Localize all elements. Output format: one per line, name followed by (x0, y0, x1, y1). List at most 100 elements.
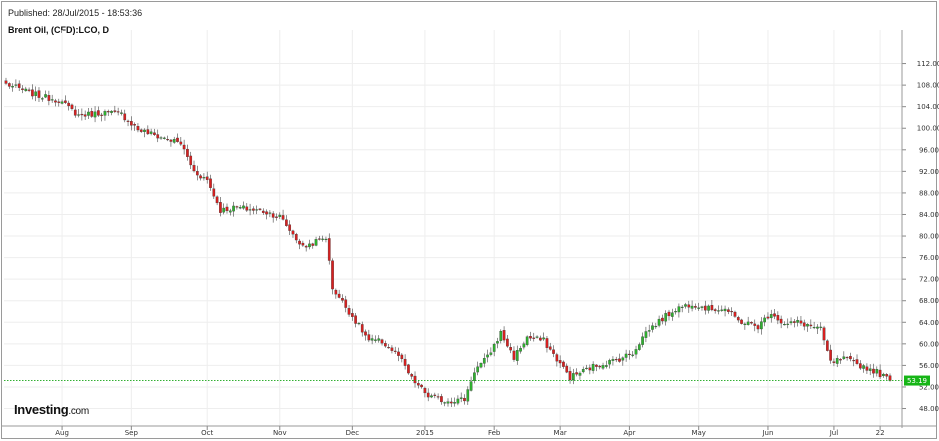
candle-down (809, 324, 813, 327)
investing-logo[interactable]: Investing.com (14, 402, 89, 417)
candle-down (575, 372, 578, 375)
candle-up (670, 312, 674, 317)
candle-up (631, 354, 635, 356)
candle-down (839, 359, 842, 361)
candle-down (565, 365, 569, 373)
candle-down (793, 321, 796, 323)
candle-up (459, 397, 463, 399)
candle-up (34, 91, 38, 96)
x-tick-label: Mar (554, 429, 567, 437)
published-timestamp: Published: 28/Jul/2015 - 18:53:36 (8, 8, 143, 18)
logo-domain: .com (68, 406, 89, 417)
candle-up (882, 373, 885, 377)
candle-down (730, 310, 734, 313)
candle-down (106, 111, 110, 113)
x-tick-label: Feb (488, 429, 501, 437)
candle-down (327, 238, 331, 261)
candle-down (57, 101, 61, 103)
candle-up (611, 359, 615, 361)
candle-up (476, 366, 480, 373)
candle-up (842, 356, 846, 359)
candle-up (44, 94, 47, 98)
candle-down (387, 347, 390, 349)
candle-down (380, 339, 384, 344)
candle-up (77, 114, 80, 116)
candle-up (202, 177, 206, 179)
candle-up (680, 306, 684, 308)
candle-up (707, 305, 710, 311)
candle-down (133, 124, 136, 126)
candle-up (677, 306, 681, 313)
candle-up (604, 365, 608, 367)
candle-down (558, 360, 562, 364)
y-tick-label: 108.00 (917, 82, 939, 90)
candle-down (64, 100, 67, 103)
candle-up (657, 318, 661, 326)
candle-up (248, 209, 252, 211)
candle-up (143, 129, 146, 132)
candle-down (552, 349, 555, 354)
candle-down (27, 89, 31, 91)
candle-down (17, 83, 21, 88)
candle-down (568, 371, 572, 381)
candle-down (146, 129, 150, 135)
candle-up (697, 307, 701, 309)
candle-down (736, 317, 740, 321)
candle-down (713, 309, 717, 312)
candle-up (542, 337, 545, 340)
candle-down (271, 213, 275, 218)
last-price-marker: 53.19 (4, 375, 930, 386)
candle-down (245, 206, 249, 211)
candle-down (661, 317, 664, 322)
candle-down (667, 311, 671, 317)
candle-down (703, 305, 707, 311)
candle-down (400, 354, 404, 360)
candle-down (126, 120, 130, 122)
candle-up (321, 238, 324, 240)
candle-down (436, 396, 440, 398)
candle-down (195, 171, 199, 176)
candle-down (403, 358, 407, 366)
candle-down (502, 330, 506, 341)
x-tick-label: Jun (761, 429, 773, 437)
candle-down (364, 331, 367, 336)
candle-up (370, 338, 374, 341)
candle-up (674, 311, 677, 313)
candle-up (486, 354, 489, 358)
candle-up (585, 367, 588, 369)
candle-down (21, 88, 24, 90)
candle-down (354, 315, 357, 324)
candle-up (14, 84, 18, 86)
candle-up (664, 313, 668, 322)
candle-up (723, 308, 727, 312)
candle-up (324, 238, 328, 241)
candle-down (31, 89, 34, 97)
candle-up (24, 88, 28, 92)
candle-down (562, 361, 565, 367)
candle-up (314, 239, 318, 246)
last-price-label: 53.19 (907, 377, 927, 385)
x-tick-label: Jul (829, 429, 839, 437)
candle-down (390, 347, 394, 351)
candle-up (374, 339, 377, 341)
candle-down (845, 356, 849, 359)
candle-down (694, 306, 697, 308)
candle-down (209, 178, 212, 188)
candle-down (130, 121, 133, 126)
candle-down (67, 102, 71, 107)
candle-down (205, 176, 209, 180)
candle-up (492, 343, 496, 352)
candle-up (581, 369, 585, 373)
candle-down (506, 338, 509, 347)
candle-down (829, 349, 832, 361)
candle-up (278, 214, 282, 217)
candle-down (756, 325, 760, 330)
candle-up (377, 338, 381, 341)
candle-down (885, 374, 889, 377)
candle-up (255, 209, 259, 211)
candle-down (872, 368, 875, 374)
candle-down (750, 322, 753, 324)
candle-up (786, 323, 790, 325)
candle-down (136, 126, 140, 131)
